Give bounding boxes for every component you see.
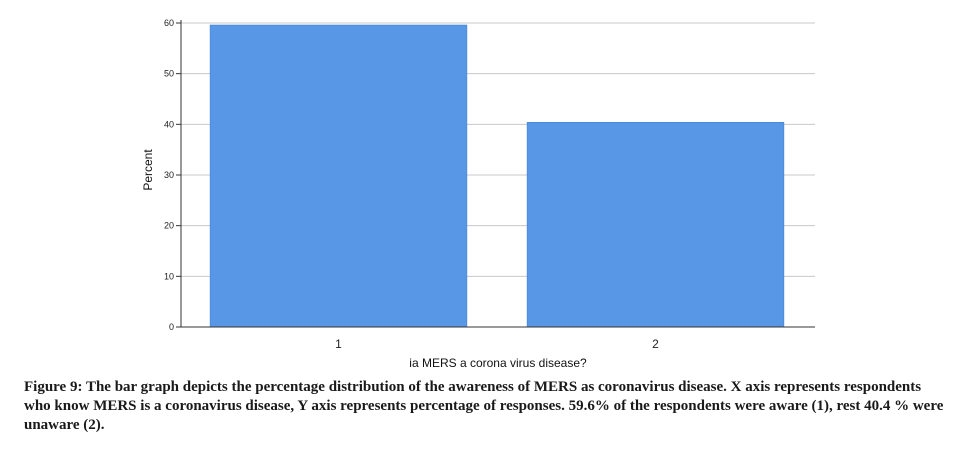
x-tick-label-2: 2: [652, 337, 659, 351]
bar-1: [209, 24, 468, 328]
y-tick-label: 50: [164, 69, 174, 79]
y-tick-label: 60: [164, 18, 174, 28]
y-tick-label: 20: [164, 221, 174, 231]
bar-2: [526, 122, 785, 328]
y-tick-label: 40: [164, 119, 174, 129]
x-tick-label-1: 1: [335, 337, 342, 351]
y-tick-label: 30: [164, 170, 174, 180]
x-axis-title: ia MERS a corona virus disease?: [409, 356, 587, 370]
y-tick-label: 0: [169, 322, 174, 332]
y-ticks: 0 10 20 30 40 50 60: [164, 18, 181, 332]
y-tick-label: 10: [164, 271, 174, 281]
y-axis-title: Percent: [141, 149, 155, 191]
bars: [209, 24, 785, 328]
figure-caption: Figure 9: The bar graph depicts the perc…: [24, 379, 944, 433]
